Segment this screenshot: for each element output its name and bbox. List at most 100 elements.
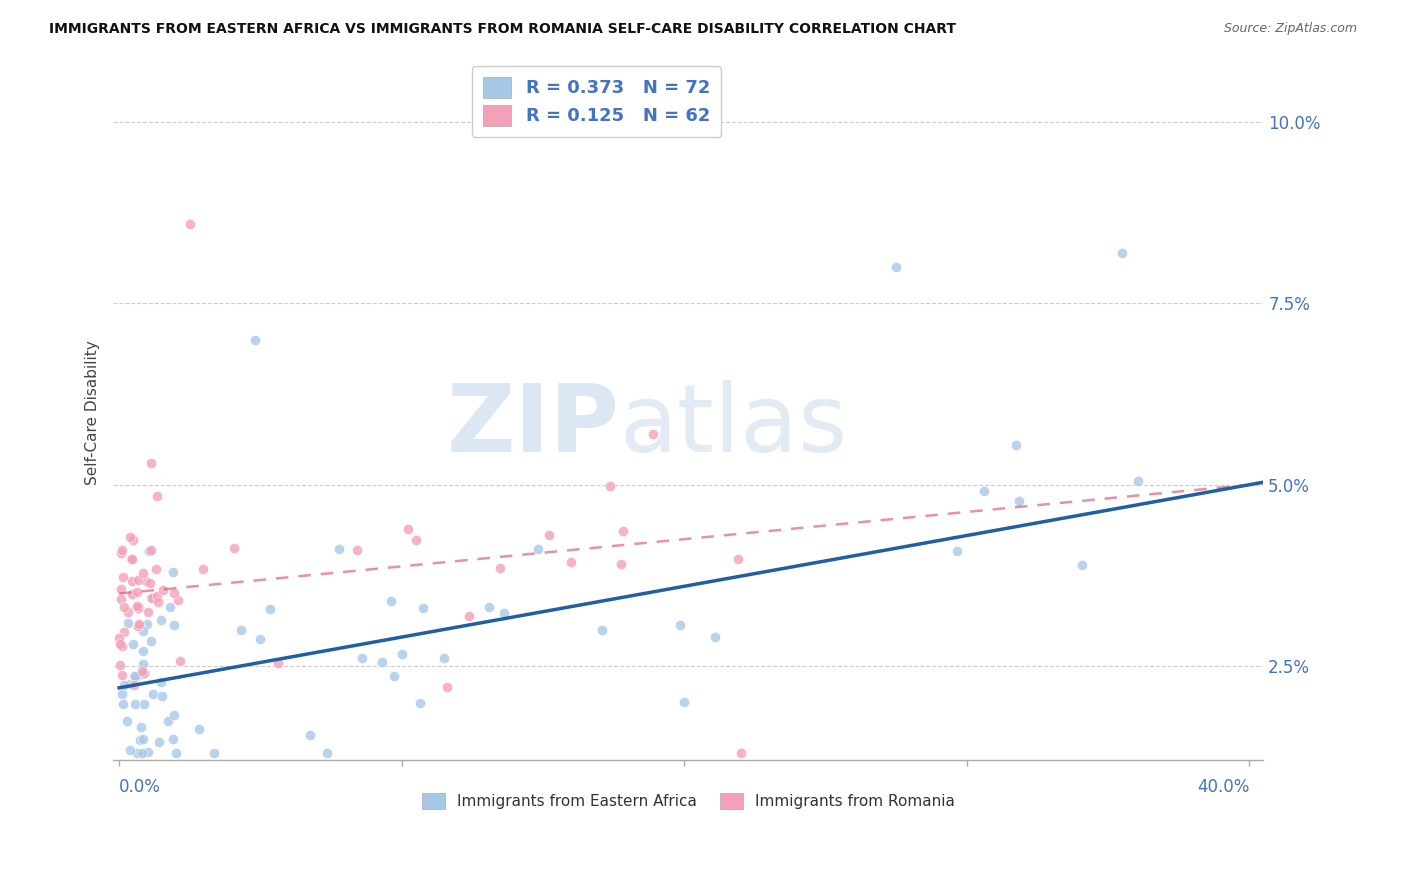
Point [108,631,131,645]
Point [405,533,427,547]
Point [350,651,373,665]
Point [267,657,290,671]
Point [111,542,134,557]
Point [117,606,139,620]
Point [188,722,211,736]
Point [163,708,186,723]
Legend: Immigrants from Eastern Africa, Immigrants from Romania: Immigrants from Eastern Africa, Immigran… [416,788,960,815]
Point [527,542,550,557]
Point [259,602,281,616]
Point [146,590,169,604]
Point [610,557,633,571]
Point [727,552,749,566]
Point [132,731,155,746]
Point [124,698,146,712]
Point [457,609,479,624]
Point [169,654,191,668]
Point [127,619,149,633]
Point [131,666,153,681]
Point [112,600,135,615]
Point [704,630,727,644]
Point [122,678,145,692]
Point [131,644,153,658]
Point [478,600,501,615]
Point [382,669,405,683]
Point [159,599,181,614]
Text: 0.0%: 0.0% [120,778,162,796]
Point [127,574,149,588]
Point [132,624,155,639]
Point [132,666,155,681]
Point [124,669,146,683]
Point [669,618,692,632]
Point [494,606,516,620]
Point [125,599,148,614]
Point [162,586,184,600]
Point [112,624,135,639]
Point [489,561,512,575]
Point [111,640,134,654]
Point [243,333,266,347]
Point [1071,558,1094,573]
Point [129,732,152,747]
Point [162,731,184,746]
Point [139,576,162,591]
Point [111,668,134,682]
Point [162,565,184,579]
Point [139,456,162,470]
Point [127,600,149,615]
Point [117,615,139,630]
Point [120,551,142,566]
Point [127,584,149,599]
Point [132,697,155,711]
Point [152,582,174,597]
Point [141,591,163,605]
Point [118,530,141,544]
Point [945,544,967,558]
Point [408,697,430,711]
Point [599,479,621,493]
Point [125,746,148,760]
Point [973,484,995,499]
Point [231,623,253,637]
Point [136,605,159,619]
Point [433,650,456,665]
Point [127,619,149,633]
Point [146,489,169,503]
Point [150,689,173,703]
Point [121,587,143,601]
Point [121,551,143,566]
Point [108,658,131,673]
Point [157,714,180,729]
Point [122,669,145,683]
Point [412,600,434,615]
Point [163,618,186,632]
Point [110,582,132,597]
Point [128,616,150,631]
Point [111,570,134,584]
Point [538,528,561,542]
Point [193,562,215,576]
Point [673,695,696,709]
Point [141,591,163,605]
Text: IMMIGRANTS FROM EASTERN AFRICA VS IMMIGRANTS FROM ROMANIA SELF-CARE DISABILITY C: IMMIGRANTS FROM EASTERN AFRICA VS IMMIGR… [49,22,956,37]
Text: Source: ZipAtlas.com: Source: ZipAtlas.com [1223,22,1357,36]
Point [108,637,131,651]
Point [122,637,145,651]
Point [298,728,321,742]
Point [371,655,394,669]
Point [884,260,907,275]
Point [165,746,187,760]
Point [591,623,613,637]
Point [560,555,582,569]
Point [112,678,135,692]
Point [380,594,402,608]
Point [111,687,134,701]
Point [249,632,271,646]
Point [128,600,150,615]
Point [1111,245,1133,260]
Point [202,746,225,760]
Point [167,593,190,607]
Point [124,669,146,683]
Point [142,687,165,701]
